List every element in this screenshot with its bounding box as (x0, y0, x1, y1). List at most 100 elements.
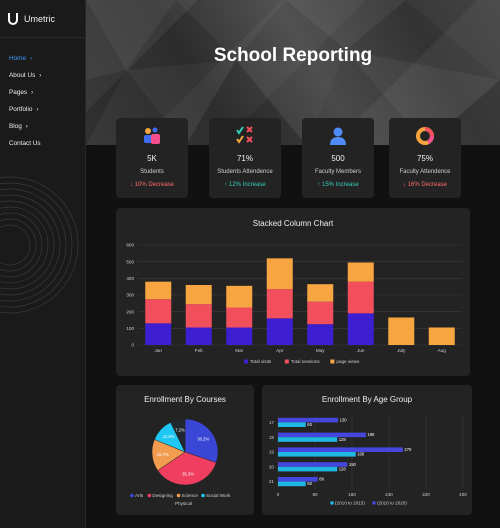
bar-value-label: 128 (339, 437, 347, 442)
bar-value-label: 190 (367, 432, 375, 437)
faculty-attendance-icon (415, 126, 435, 146)
nav-label: Pages (9, 89, 28, 96)
pie-value-label: 15.7% (157, 452, 169, 457)
legend-swatch (244, 359, 248, 364)
legend-swatch (330, 359, 335, 364)
bar-2010-to-2015 (278, 422, 306, 427)
x-tick-label: Aug (438, 348, 447, 353)
y-tick-label: 20 (269, 464, 275, 469)
legend-label: Designing (152, 493, 173, 498)
stat-value: 500 (331, 154, 345, 163)
legend-label: page views (336, 359, 360, 364)
y-tick-label: 18 (269, 435, 275, 440)
stat-change: ↑ 15% Increase (317, 182, 359, 188)
nav-item-pages[interactable]: Pages › (0, 84, 85, 101)
bar-segment-total-sessions (145, 299, 172, 324)
pie-value-label: 7.2% (175, 428, 185, 433)
bar-value-label: 86 (319, 477, 324, 482)
bar-2010-to-2015 (278, 481, 306, 487)
pie-value-label: 35.3% (182, 472, 194, 477)
legend-label: Arts (135, 493, 144, 498)
x-tick-label: 320 (422, 492, 430, 497)
legend-swatch (372, 501, 376, 505)
nav-label: Blog (9, 123, 22, 130)
stacked-column-panel: Stacked Column Chart 0 100 200 300 400 500 600… (116, 208, 470, 376)
stat-change: ↑ 12% Increase (224, 182, 266, 188)
enrollment-courses-panel: Enrollment By Courses 30.2% 35.3% 15.7% 11.… (116, 385, 254, 515)
nav-item-home[interactable]: Home › (0, 50, 85, 67)
legend-swatch (201, 493, 205, 498)
stat-value: 75% (416, 154, 433, 163)
legend-swatch (284, 359, 289, 364)
y-tick-label: 500 (126, 259, 134, 264)
nav-label: Portfolio (9, 106, 33, 113)
nav-label: Contact Us (9, 140, 41, 147)
panel-title: Enrollment By Age Group (321, 395, 413, 404)
hero-banner: School Reporting (86, 0, 500, 145)
x-tick-label: Jun (357, 348, 365, 353)
stat-card-students[interactable]: 5K Students ↓ 10% Decrease (116, 118, 188, 198)
y-tick-label: 0 (131, 343, 134, 348)
x-tick-label: 80 (312, 492, 318, 497)
stat-change: ↓ 10% Decrease (129, 182, 175, 188)
bar-segment-total-sessions (307, 301, 334, 325)
bar-segment-total-visits (307, 324, 334, 345)
nav-label: Home (9, 55, 27, 62)
bar-value-label: 60 (307, 481, 312, 486)
x-tick-label: 0 (277, 492, 280, 497)
bar-segment-page-views (307, 284, 334, 302)
legend-swatch (176, 493, 181, 498)
bar-value-label: 130 (340, 417, 348, 422)
enrollment-age-panel: Enrollment By Age Group 0 80 160 240 320 400 1… (262, 385, 472, 515)
pie-slice-arts (184, 418, 219, 463)
stat-card-students-attendance[interactable]: 71% Students Attendence ↑ 12% Increase (209, 118, 281, 198)
bar-2010-to-2015 (278, 452, 356, 457)
bar-segment-total-visits (226, 327, 253, 345)
y-tick-label: 19 (269, 450, 275, 455)
students-icon (142, 126, 162, 146)
attendance-icon (235, 126, 255, 146)
bar-value-label: 270 (404, 447, 412, 452)
chevron-right-icon: › (36, 106, 39, 113)
nav-item-blog[interactable]: Blog › (0, 118, 85, 135)
faculty-icon (328, 126, 348, 146)
chevron-right-icon: › (39, 72, 42, 79)
nav-label: About Us (9, 72, 36, 79)
nav-item-contact-us[interactable]: Contact Us (0, 135, 85, 152)
sidebar: Umetric Home › About Us › Pages › Portfolio… (0, 0, 86, 528)
bar-segment-total-visits (185, 327, 212, 345)
pie-value-label: 11.6% (163, 434, 175, 439)
stat-card-faculty-members[interactable]: 500 Faculty Members ↑ 15% Increase (302, 118, 374, 198)
bar-value-label: 60 (307, 422, 312, 427)
bar-2010-to-2015 (278, 466, 338, 472)
bar-segment-page-views (428, 327, 455, 345)
legend-label: Social Work (206, 493, 231, 498)
nav-item-portfolio[interactable]: Portfolio › (0, 101, 85, 118)
bar-segment-total-visits (266, 318, 293, 345)
pie-slice-designing (157, 451, 217, 486)
brand-name: Umetric (24, 13, 55, 24)
legend-swatch (330, 501, 334, 505)
panel-title: Enrollment By Courses (144, 395, 226, 404)
brand[interactable]: Umetric (0, 0, 85, 38)
stat-card-faculty-attendance[interactable]: 75% Faculty Attendence ↓ 16% Decrease (389, 118, 461, 198)
bar-2016-to-2020 (278, 447, 403, 452)
bar-segment-page-views (145, 281, 172, 300)
stat-value: 71% (236, 154, 253, 163)
stat-label: Faculty Attendence (399, 169, 451, 175)
bar-segment-total-visits (347, 313, 374, 345)
legend-label: Total sessions (291, 359, 321, 364)
nav-item-about-us[interactable]: About Us › (0, 67, 85, 84)
stat-label: Faculty Members (314, 169, 361, 175)
bar-segment-total-sessions (266, 289, 293, 319)
y-tick-label: 300 (126, 293, 134, 298)
legend-label: Science (182, 493, 199, 498)
legend-swatch (130, 493, 134, 498)
brand-logo-icon (8, 12, 18, 25)
main-nav: Home › About Us › Pages › Portfolio › Blog › … (0, 38, 85, 152)
stat-change: ↓ 16% Decrease (402, 182, 448, 188)
x-tick-label: May (316, 348, 325, 353)
bar-segment-page-views (388, 317, 415, 345)
decorative-arcs (0, 176, 79, 314)
